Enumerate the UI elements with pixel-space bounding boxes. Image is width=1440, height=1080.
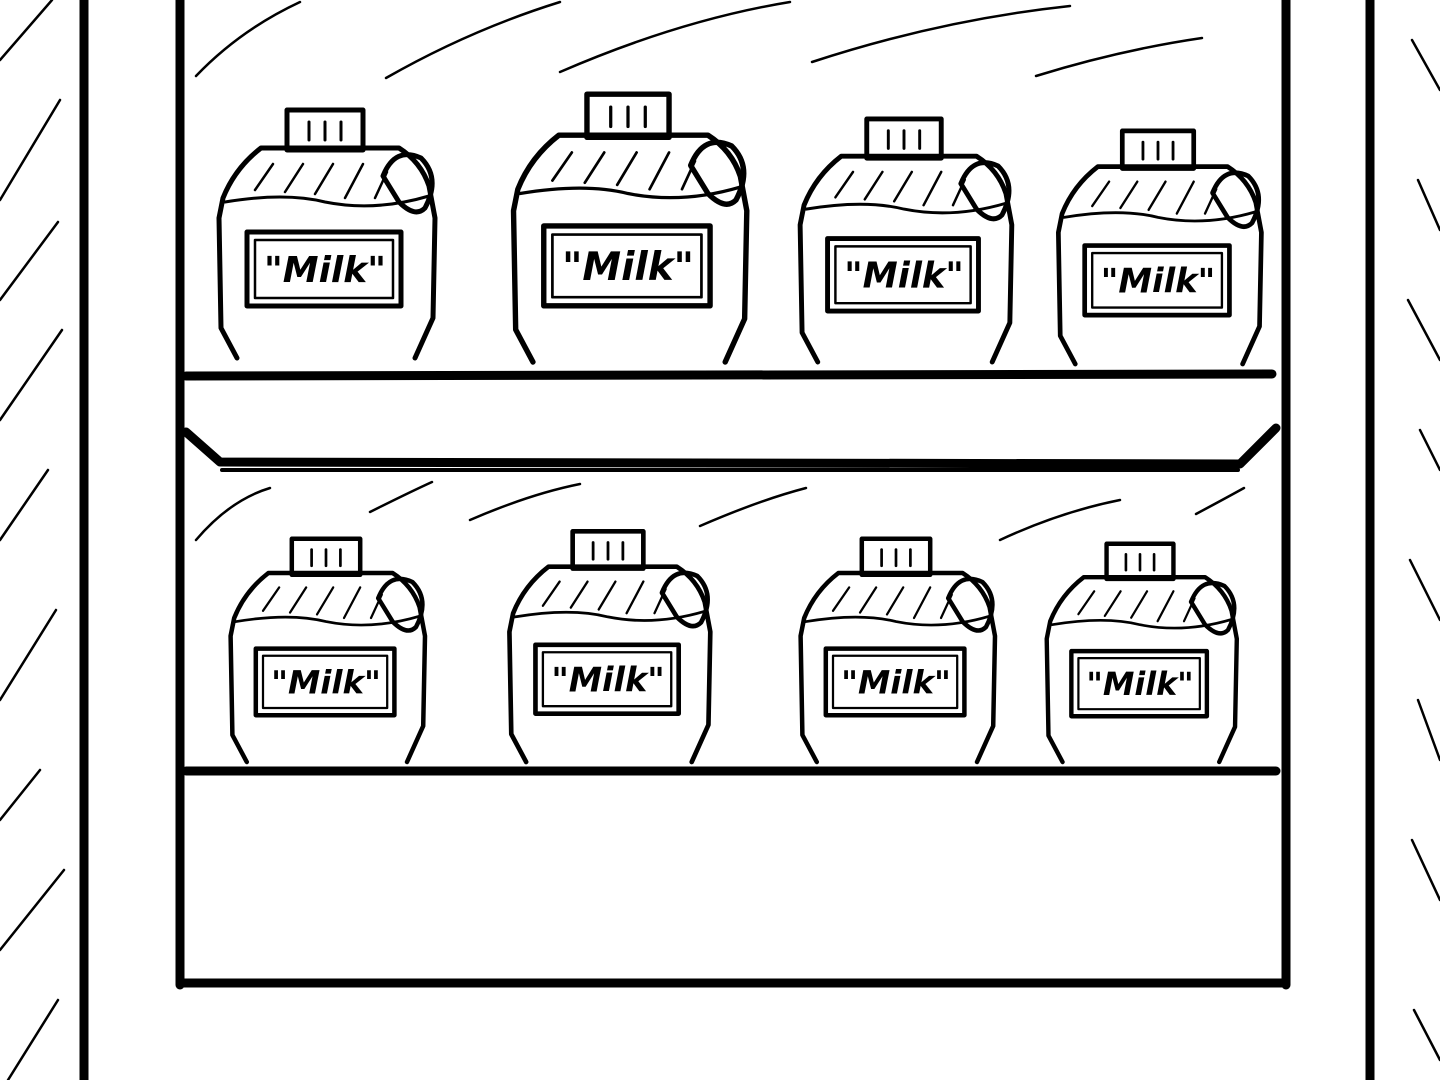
milk-label: "Milk" xyxy=(551,660,664,699)
milk-label: "Milk" xyxy=(1101,262,1216,301)
milk-label: "Milk" xyxy=(264,250,386,291)
milk-label: "Milk" xyxy=(562,245,694,290)
milk-label: "Milk" xyxy=(271,664,381,702)
milk-label: "Milk" xyxy=(1086,667,1193,703)
milk-jug: "Milk" xyxy=(800,119,1012,362)
milk-jug: "Milk" xyxy=(801,539,995,762)
milk-jug: "Milk" xyxy=(219,110,435,358)
milk-jug: "Milk" xyxy=(1058,131,1261,364)
milk-jug: "Milk" xyxy=(1047,544,1237,762)
milk-jug: "Milk" xyxy=(509,531,710,762)
upper-shelf xyxy=(181,369,1281,472)
milk-jug: "Milk" xyxy=(231,539,425,762)
left-door-edge xyxy=(0,0,89,1080)
milk-label: "Milk" xyxy=(841,664,951,702)
right-door-edge xyxy=(1365,0,1440,1080)
milk-label: "Milk" xyxy=(844,256,963,297)
milk-jug: "Milk" xyxy=(514,94,747,362)
glass-reflections xyxy=(194,0,1246,542)
fridge-cabinet xyxy=(175,0,1291,990)
